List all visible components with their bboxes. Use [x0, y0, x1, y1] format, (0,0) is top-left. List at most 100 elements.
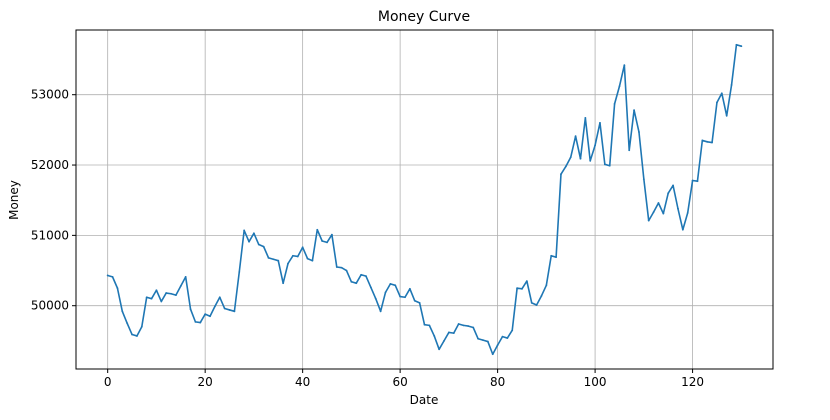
data-point: [423, 323, 426, 326]
data-point: [443, 339, 445, 342]
x-tick-label: 100: [584, 375, 607, 389]
data-point: [311, 259, 314, 262]
grid: [76, 30, 773, 369]
data-point: [720, 92, 723, 95]
x-tick-label: 0: [104, 375, 112, 389]
data-point: [667, 192, 670, 195]
data-point: [530, 301, 533, 304]
data-point: [574, 135, 577, 138]
data-point: [116, 287, 119, 290]
data-point: [136, 335, 138, 337]
data-point: [111, 275, 114, 278]
data-point: [628, 149, 631, 152]
data-point: [433, 335, 436, 337]
data-point: [706, 140, 709, 143]
data-point: [555, 256, 557, 259]
data-point: [365, 275, 367, 278]
data-point: [428, 324, 431, 327]
data-point: [579, 157, 582, 160]
data-point: [228, 309, 231, 311]
series-layer: [106, 43, 743, 356]
x-tick-label: 60: [392, 375, 407, 389]
data-point: [496, 344, 499, 346]
y-tick-label: 52000: [31, 158, 69, 172]
data-point: [131, 333, 133, 336]
data-point: [282, 282, 285, 285]
data-point: [589, 159, 592, 162]
data-point: [438, 348, 441, 351]
data-point: [189, 308, 192, 311]
plot-frame: [75, 29, 774, 370]
data-point: [170, 292, 172, 295]
y-tick-label: 51000: [31, 228, 69, 242]
data-point: [418, 301, 421, 304]
data-point: [209, 315, 211, 318]
data-point: [253, 232, 255, 235]
data-point: [452, 332, 455, 335]
data-point: [516, 287, 519, 290]
data-point: [394, 284, 397, 287]
data-point: [272, 258, 275, 261]
x-axis-label: Date: [410, 393, 439, 407]
data-point: [379, 310, 382, 313]
data-point: [584, 117, 587, 119]
data-point: [335, 266, 338, 268]
data-point: [204, 313, 207, 316]
data-point: [150, 297, 153, 300]
data-point: [155, 289, 158, 292]
data-point: [716, 101, 718, 104]
data-point: [711, 141, 713, 144]
data-point: [175, 294, 177, 297]
data-point: [321, 240, 324, 242]
y-axis-label: Money: [7, 180, 21, 220]
data-point: [657, 202, 660, 204]
series-points: [106, 43, 743, 356]
data-point: [399, 295, 402, 298]
data-point: [735, 43, 738, 46]
data-point: [599, 121, 601, 124]
y-axis: 50000 51000 52000 53000: [31, 88, 76, 313]
data-point: [491, 353, 494, 356]
data-point: [560, 173, 562, 176]
data-point: [623, 64, 626, 67]
data-point: [223, 307, 226, 310]
data-point: [511, 329, 514, 332]
y-tick-label: 53000: [31, 88, 69, 102]
data-point: [447, 331, 450, 334]
data-point: [472, 326, 475, 329]
data-point: [642, 178, 645, 181]
data-point: [501, 335, 504, 338]
data-point: [408, 287, 411, 290]
data-point: [257, 243, 260, 246]
data-point: [569, 156, 572, 159]
data-point: [618, 85, 621, 88]
data-point: [296, 255, 299, 258]
money-series-line: [106, 43, 743, 356]
x-tick-label: 120: [681, 375, 704, 389]
data-point: [686, 211, 689, 214]
data-point: [306, 257, 309, 260]
data-point: [233, 310, 236, 313]
data-point: [340, 266, 343, 269]
data-point: [126, 322, 129, 325]
chart-title: Money Curve: [378, 9, 470, 25]
data-point: [662, 212, 665, 215]
data-point: [477, 337, 480, 340]
y-tick-label: 50000: [31, 299, 69, 313]
data-point: [287, 262, 289, 265]
data-point: [326, 241, 328, 244]
data-point: [672, 184, 674, 187]
data-point: [106, 274, 109, 277]
data-point: [316, 228, 319, 231]
x-tick-label: 20: [198, 375, 213, 389]
data-point: [638, 131, 640, 133]
data-point: [389, 283, 392, 285]
data-point: [199, 321, 202, 324]
data-point: [701, 139, 704, 142]
data-point: [384, 291, 387, 294]
data-point: [262, 245, 265, 248]
data-point: [647, 219, 650, 222]
data-point: [374, 297, 377, 300]
data-point: [725, 114, 728, 117]
